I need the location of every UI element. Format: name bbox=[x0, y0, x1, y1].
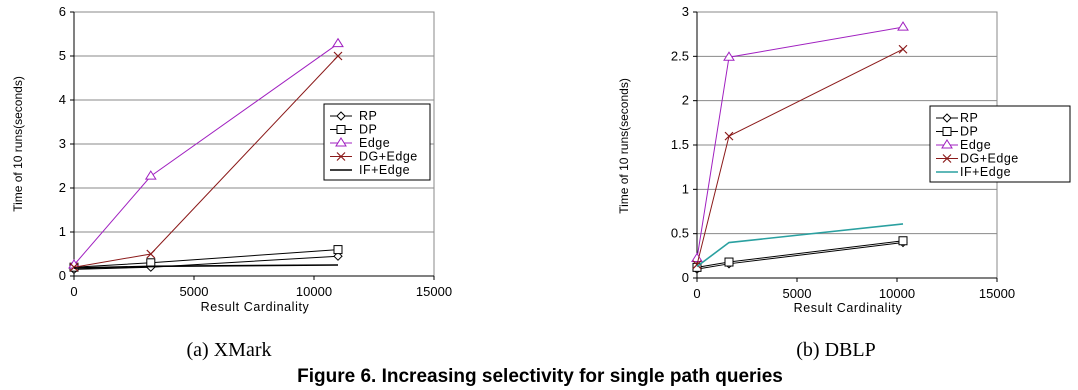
series-b bbox=[691, 21, 909, 274]
data-point bbox=[333, 251, 343, 261]
series-a bbox=[68, 37, 344, 275]
data-point bbox=[333, 245, 343, 255]
series-dg-edge bbox=[69, 51, 343, 272]
axes-a bbox=[70, 11, 435, 280]
tick-labels-a: 0 1 2 3 4 5 6 0 5000 10000 15000 bbox=[59, 4, 452, 299]
x-tick-label: 10000 bbox=[879, 286, 915, 301]
legend-item: IF+Edge bbox=[330, 163, 410, 177]
series-line bbox=[696, 223, 904, 268]
data-point bbox=[898, 44, 908, 54]
y-tick-label: 5 bbox=[59, 48, 66, 63]
y-tick-label: 3 bbox=[682, 4, 689, 19]
y-tick-label: 6 bbox=[59, 4, 66, 19]
chart-a: 0 1 2 3 4 5 6 0 5000 10000 15000 Result Cardinalit… bbox=[11, 4, 452, 361]
legend-item: DG+Edge bbox=[330, 150, 418, 164]
legend-label: Edge bbox=[960, 138, 991, 152]
y-tick-label: 0 bbox=[59, 268, 66, 283]
figure-caption: Figure 6. Increasing selectivity for sin… bbox=[297, 366, 783, 387]
y-tick-label: 2 bbox=[59, 180, 66, 195]
data-point bbox=[691, 252, 703, 262]
y-tick-label: 1 bbox=[59, 224, 66, 239]
legend-label: DP bbox=[960, 125, 978, 139]
series-if-edge bbox=[696, 223, 904, 268]
legend-label: Edge bbox=[359, 136, 390, 150]
series-if-edge bbox=[73, 264, 339, 269]
gridlines-b bbox=[697, 55, 997, 235]
legend-label: IF+Edge bbox=[359, 163, 410, 177]
x-tick-label: 0 bbox=[70, 284, 77, 299]
x-tick-label: 5000 bbox=[180, 284, 209, 299]
y-tick-label: 4 bbox=[59, 92, 66, 107]
legend-marker bbox=[336, 111, 346, 121]
legend-label: DP bbox=[359, 123, 377, 137]
y-tick-label: 2 bbox=[682, 93, 689, 108]
x-tick-label: 5000 bbox=[783, 286, 812, 301]
tick-labels-b: 0 0.5 1 1.5 2 2.5 3 0 5000 10000 15000 bbox=[671, 4, 1015, 301]
data-point bbox=[332, 37, 344, 48]
legend-item: DP bbox=[936, 125, 978, 139]
legend-label: IF+Edge bbox=[960, 165, 1011, 179]
legend-label: RP bbox=[359, 109, 377, 123]
legend-item: RP bbox=[936, 111, 978, 125]
data-point bbox=[898, 236, 908, 246]
series-dp bbox=[692, 236, 908, 272]
legend-item: DP bbox=[330, 123, 377, 137]
subcaption-b: (b) DBLP bbox=[796, 339, 875, 361]
x-axis-title-a: Result Cardinality bbox=[201, 300, 310, 314]
y-tick-label: 3 bbox=[59, 136, 66, 151]
legend-box-b bbox=[929, 105, 1071, 183]
legend-marker bbox=[941, 139, 953, 149]
y-tick-label: 1.5 bbox=[671, 137, 689, 152]
series-dg-edge bbox=[692, 44, 908, 270]
y-axis-title-b: Time of 10 runs(seconds) bbox=[617, 78, 631, 214]
legend-label: DG+Edge bbox=[960, 152, 1019, 166]
y-tick-label: 2.5 bbox=[671, 48, 689, 63]
data-point bbox=[69, 262, 79, 272]
data-point bbox=[724, 257, 734, 267]
data-point bbox=[333, 51, 343, 61]
chart-b: 0 0.5 1 1.5 2 2.5 3 0 5000 10000 15000 Result Card… bbox=[617, 4, 1071, 361]
legend-item: Edge bbox=[330, 136, 390, 150]
data-point bbox=[144, 170, 157, 180]
data-point bbox=[692, 260, 702, 270]
legend-marker bbox=[942, 127, 952, 136]
legend-marker bbox=[942, 154, 952, 163]
x-tick-label: 10000 bbox=[296, 284, 332, 299]
y-tick-label: 1 bbox=[682, 181, 689, 196]
data-point bbox=[146, 249, 156, 259]
legend-marker bbox=[942, 113, 952, 123]
legend-item: RP bbox=[330, 109, 377, 123]
legend-marker bbox=[336, 152, 346, 161]
y-tick-label: 0.5 bbox=[671, 226, 689, 241]
legend-marker bbox=[336, 125, 346, 134]
axes-b bbox=[693, 11, 998, 282]
legend-label: RP bbox=[960, 111, 978, 125]
legend-label: DG+Edge bbox=[359, 150, 418, 164]
legend-item: IF+Edge bbox=[936, 165, 1011, 179]
y-tick-label: 0 bbox=[682, 270, 689, 285]
y-axis-title-a: Time of 10 runs(seconds) bbox=[11, 76, 25, 212]
data-point bbox=[724, 131, 734, 141]
series-edge bbox=[691, 21, 909, 262]
x-tick-label: 0 bbox=[693, 286, 700, 301]
data-point bbox=[897, 21, 909, 31]
subcaption-a: (a) XMark bbox=[187, 339, 272, 361]
legend-item: DG+Edge bbox=[936, 152, 1019, 166]
series-line bbox=[73, 264, 339, 269]
legend-marker bbox=[335, 137, 347, 147]
gridlines-a bbox=[74, 55, 434, 233]
x-tick-label: 15000 bbox=[979, 286, 1015, 301]
legend-item: Edge bbox=[936, 138, 991, 152]
x-tick-label: 15000 bbox=[416, 284, 452, 299]
data-point bbox=[723, 51, 735, 61]
x-axis-title-b: Result Cardinality bbox=[794, 301, 903, 315]
